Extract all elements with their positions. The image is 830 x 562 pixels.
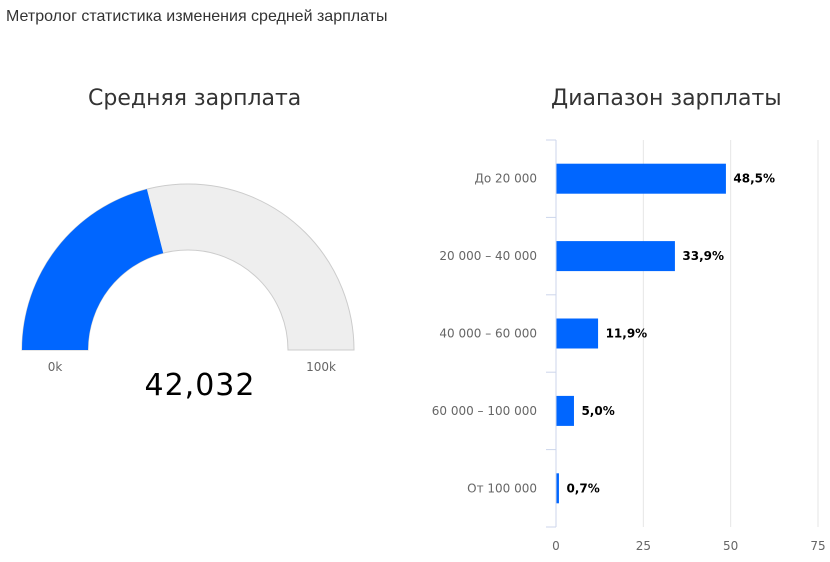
gauge-min-label: 0k bbox=[48, 360, 63, 374]
category-label: От 100 000 bbox=[467, 481, 537, 495]
category-label: До 20 000 bbox=[474, 172, 537, 186]
gauge-value-label: 42,032 bbox=[145, 368, 256, 403]
data-label: 0,7% bbox=[566, 481, 599, 495]
gauge-chart-title: Средняя зарплата bbox=[88, 86, 302, 111]
gauge-chart: 0k 100k 42,032 bbox=[21, 183, 355, 403]
bar bbox=[556, 241, 675, 272]
page-title: Метролог статистика изменения средней за… bbox=[6, 8, 388, 25]
bar-chart: 0 25 50 75 До 20 000 48,5% 20 000 – 40 000 33,9… bbox=[432, 139, 826, 553]
bar-chart-title: Диапазон зарплаты bbox=[551, 86, 782, 111]
x-tick-label: 50 bbox=[723, 539, 738, 553]
data-label: 48,5% bbox=[733, 172, 775, 186]
data-label: 5,0% bbox=[581, 404, 614, 418]
data-label: 11,9% bbox=[606, 327, 648, 341]
bar bbox=[556, 395, 574, 426]
x-tick-label: 75 bbox=[810, 539, 825, 553]
bar bbox=[556, 318, 599, 349]
x-tick-label: 25 bbox=[636, 539, 651, 553]
category-label: 60 000 – 100 000 bbox=[432, 404, 537, 418]
bar bbox=[556, 163, 726, 194]
category-label: 40 000 – 60 000 bbox=[439, 327, 537, 341]
gauge-fill bbox=[22, 189, 164, 350]
data-label: 33,9% bbox=[682, 249, 724, 263]
gauge-max-label: 100k bbox=[306, 360, 336, 374]
category-label: 20 000 – 40 000 bbox=[439, 249, 537, 263]
bar bbox=[556, 473, 559, 504]
x-tick-label: 0 bbox=[552, 539, 560, 553]
